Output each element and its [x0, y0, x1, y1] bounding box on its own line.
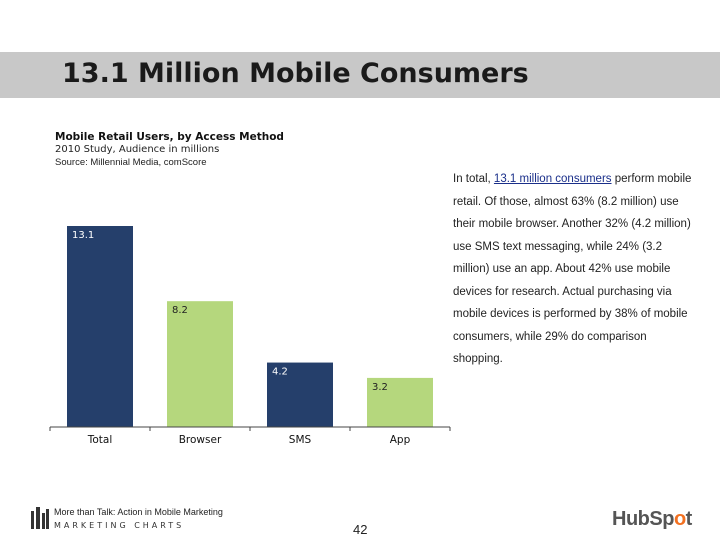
- bar-app: [367, 377, 433, 427]
- bar-total: [67, 226, 133, 427]
- slide-title: 13.1 Million Mobile Consumers: [62, 58, 529, 89]
- chart-source: Source: Millennial Media, comScore: [55, 157, 207, 168]
- marketing-charts-logo-icon: [31, 507, 49, 529]
- description-text: In total, 13.1 million consumers perform…: [453, 168, 693, 371]
- footer-caption: More than Talk: Action in Mobile Marketi…: [54, 507, 223, 517]
- data-label-sms: 4.2: [272, 367, 288, 378]
- brand-accent-sprocket: o: [673, 508, 686, 530]
- x-tick-label-browser: Browser: [179, 434, 222, 446]
- x-tick-label-sms: SMS: [289, 434, 312, 446]
- bar-sms: [267, 362, 333, 427]
- description-body: perform mobile retail. Of those, almost …: [453, 173, 692, 365]
- hubspot-logo: HubSpot: [612, 508, 692, 531]
- title-band: [0, 52, 720, 98]
- data-label-total: 13.1: [72, 230, 94, 241]
- x-tick-label-total: Total: [87, 434, 113, 446]
- data-label-app: 3.2: [372, 382, 388, 393]
- chart-subtitle: 2010 Study, Audience in millions: [55, 144, 220, 155]
- description-intro: In total,: [453, 173, 494, 185]
- description-link[interactable]: 13.1 million consumers: [493, 173, 612, 185]
- data-label-browser: 8.2: [172, 305, 188, 316]
- brand-text-start: HubSp: [612, 508, 674, 530]
- footer-brand-text: MARKETING CHARTS: [54, 521, 185, 530]
- page-number: 42: [353, 522, 368, 537]
- x-tick-label-app: App: [390, 434, 411, 446]
- chart-title: Mobile Retail Users, by Access Method: [55, 131, 284, 143]
- brand-text-end: t: [685, 508, 693, 530]
- bar-browser: [167, 301, 233, 427]
